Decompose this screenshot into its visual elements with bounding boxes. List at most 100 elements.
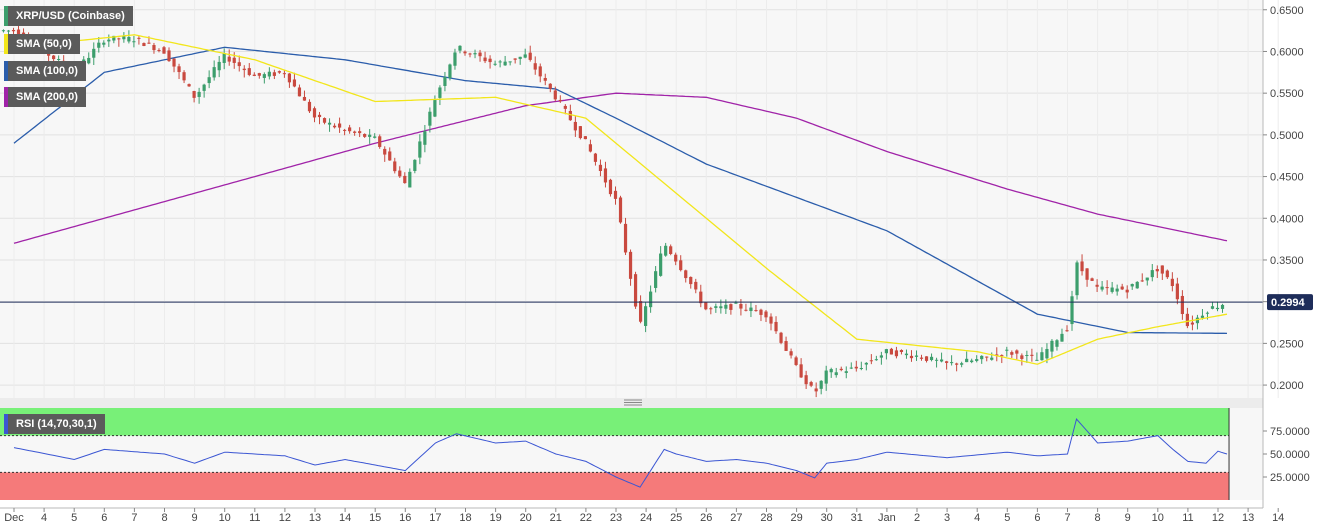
candle-body: [152, 45, 156, 51]
candle-body: [689, 276, 693, 285]
candle-body: [237, 62, 241, 67]
candle-body: [1155, 269, 1159, 272]
rsi-legend[interactable]: RSI (14,70,30,1): [4, 414, 105, 434]
candle-body: [995, 354, 999, 356]
y-axis-ticks: 0.6500 0.6000 0.5500 0.5000 0.4500 0.4000 0.35…: [1263, 5, 1304, 392]
candle-up: [508, 61, 512, 66]
x-tick-label: 3: [944, 512, 950, 524]
legend-sma100[interactable]: SMA (100,0): [4, 61, 86, 81]
candle-body: [97, 42, 101, 48]
candle-down: [955, 362, 959, 372]
pane-resize-handle[interactable]: [624, 399, 642, 406]
candle-body: [844, 371, 848, 373]
candle-body: [493, 63, 497, 65]
candle-body: [207, 77, 211, 84]
candle-body: [1170, 278, 1174, 287]
candle-up: [1075, 260, 1079, 300]
y-tick-label: 0.4500: [1270, 172, 1304, 184]
candle-body: [1, 30, 6, 32]
candle-body: [774, 321, 778, 332]
y-tick-label: 0.5500: [1270, 88, 1304, 100]
candle-up: [1055, 339, 1059, 351]
candle-up: [934, 357, 939, 368]
axes: [0, 0, 1264, 509]
candle-up: [493, 60, 497, 66]
candle-body: [939, 359, 944, 362]
candle-down: [699, 284, 703, 308]
candle-body: [418, 141, 422, 158]
candle-body: [1070, 296, 1074, 325]
candle-body: [538, 66, 542, 77]
candle-body: [1215, 307, 1220, 310]
x-tick-label: 12: [279, 512, 291, 524]
candle-body: [884, 349, 888, 354]
candle-body: [709, 308, 713, 310]
legend-sma200[interactable]: SMA (200,0): [4, 87, 86, 107]
candle-down: [1120, 283, 1124, 291]
candle-body: [287, 73, 292, 83]
candle-down: [398, 166, 402, 178]
candle-down: [403, 172, 407, 184]
candle-down: [985, 356, 989, 362]
candle-body: [794, 357, 798, 365]
candle-body: [1010, 352, 1014, 355]
candle-down: [137, 36, 141, 45]
candle-down: [297, 84, 302, 97]
candle-body: [613, 190, 618, 199]
price-pane-bg: [0, 0, 1263, 398]
candle-body: [754, 310, 758, 312]
x-tick-label: 8: [161, 512, 167, 524]
candle-down: [192, 90, 196, 103]
candle-body: [157, 49, 161, 51]
candle-body: [192, 91, 196, 98]
x-tick-label: 16: [399, 512, 411, 524]
candle-up: [127, 30, 131, 44]
candle-down: [679, 255, 683, 272]
candle-down: [789, 348, 793, 359]
candle-body: [277, 71, 281, 73]
x-tick-label: 7: [1064, 512, 1070, 524]
candle-body: [247, 68, 251, 75]
candle-up: [97, 37, 101, 53]
candle-body: [1085, 268, 1089, 280]
candle-body: [242, 68, 246, 71]
candle-body: [809, 382, 813, 386]
candle-up: [980, 355, 984, 364]
candle-down: [894, 346, 899, 359]
candle-body: [1075, 262, 1079, 296]
candle-down: [488, 55, 492, 69]
candle-up: [1115, 284, 1119, 296]
candle-down: [1160, 265, 1164, 280]
candle-body: [518, 56, 522, 59]
legend-sma50[interactable]: SMA (50,0): [4, 34, 80, 54]
candle-body: [934, 359, 939, 361]
candle-body: [734, 302, 738, 304]
candle-body: [965, 358, 969, 363]
candle-down: [553, 86, 557, 102]
candle-down: [759, 308, 763, 322]
rsi-line: [13, 417, 1228, 488]
title-swatch: [4, 6, 8, 26]
candle-body: [628, 251, 633, 279]
x-tick-label: 27: [730, 512, 742, 524]
legend-sma50-label: SMA (50,0): [16, 38, 72, 50]
candle-body: [699, 291, 703, 304]
candle-body: [177, 66, 181, 73]
candle-body: [1050, 340, 1054, 352]
x-tick-label: 15: [369, 512, 381, 524]
candle-body: [428, 111, 432, 126]
candle-down: [754, 304, 758, 312]
candle-down: [995, 347, 999, 362]
candle-up: [879, 351, 883, 365]
candle-body: [1080, 261, 1084, 272]
candle-down: [774, 316, 778, 334]
candle-up: [498, 59, 502, 68]
candle-up: [217, 56, 221, 78]
x-tick-label: 26: [700, 512, 712, 524]
candle-body: [398, 170, 402, 177]
candle-body: [578, 126, 582, 139]
candle-body: [904, 353, 909, 356]
candle-body: [262, 74, 266, 78]
candle-down: [468, 52, 472, 58]
